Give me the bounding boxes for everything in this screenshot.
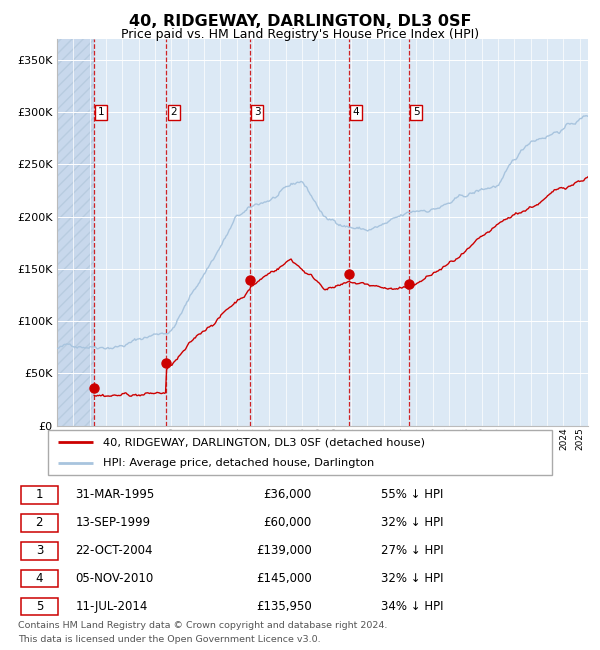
Text: £135,950: £135,950 <box>256 601 311 614</box>
FancyBboxPatch shape <box>48 430 552 474</box>
Text: Contains HM Land Registry data © Crown copyright and database right 2024.: Contains HM Land Registry data © Crown c… <box>18 621 388 630</box>
Text: 34% ↓ HPI: 34% ↓ HPI <box>380 601 443 614</box>
Text: 13-SEP-1999: 13-SEP-1999 <box>76 516 151 529</box>
Text: 4: 4 <box>353 107 359 117</box>
Text: £145,000: £145,000 <box>256 573 311 586</box>
Text: Price paid vs. HM Land Registry's House Price Index (HPI): Price paid vs. HM Land Registry's House … <box>121 28 479 41</box>
Text: 40, RIDGEWAY, DARLINGTON, DL3 0SF: 40, RIDGEWAY, DARLINGTON, DL3 0SF <box>129 14 471 29</box>
Text: 32% ↓ HPI: 32% ↓ HPI <box>380 516 443 529</box>
Text: 32% ↓ HPI: 32% ↓ HPI <box>380 573 443 586</box>
Text: £36,000: £36,000 <box>263 489 311 502</box>
Text: This data is licensed under the Open Government Licence v3.0.: This data is licensed under the Open Gov… <box>18 634 320 644</box>
Text: 3: 3 <box>254 107 260 117</box>
Text: 11-JUL-2014: 11-JUL-2014 <box>76 601 148 614</box>
Text: 05-NOV-2010: 05-NOV-2010 <box>76 573 154 586</box>
Text: 31-MAR-1995: 31-MAR-1995 <box>76 489 155 502</box>
Text: 1: 1 <box>98 107 104 117</box>
Text: 5: 5 <box>413 107 419 117</box>
Text: 5: 5 <box>35 601 43 614</box>
Text: 2: 2 <box>170 107 177 117</box>
Text: 22-OCT-2004: 22-OCT-2004 <box>76 545 153 558</box>
Text: 4: 4 <box>35 573 43 586</box>
Text: 2: 2 <box>35 516 43 529</box>
Text: 1: 1 <box>35 489 43 502</box>
FancyBboxPatch shape <box>20 598 58 616</box>
Text: 55% ↓ HPI: 55% ↓ HPI <box>380 489 443 502</box>
FancyBboxPatch shape <box>20 570 58 588</box>
Bar <box>57 39 94 426</box>
Text: 27% ↓ HPI: 27% ↓ HPI <box>380 545 443 558</box>
Text: £60,000: £60,000 <box>263 516 311 529</box>
Text: HPI: Average price, detached house, Darlington: HPI: Average price, detached house, Darl… <box>103 458 374 469</box>
Text: £139,000: £139,000 <box>256 545 311 558</box>
FancyBboxPatch shape <box>20 486 58 504</box>
FancyBboxPatch shape <box>20 514 58 532</box>
FancyBboxPatch shape <box>20 542 58 560</box>
Text: 40, RIDGEWAY, DARLINGTON, DL3 0SF (detached house): 40, RIDGEWAY, DARLINGTON, DL3 0SF (detac… <box>103 437 425 447</box>
Text: 3: 3 <box>35 545 43 558</box>
